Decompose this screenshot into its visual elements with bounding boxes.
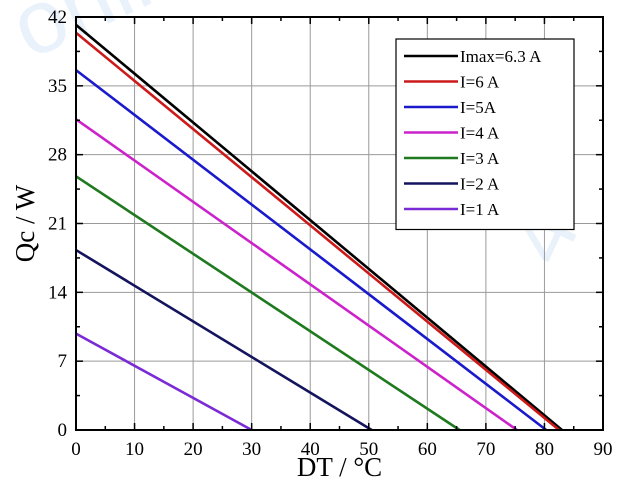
series-line [75, 23, 563, 431]
series-line [75, 248, 373, 432]
legend-label: I=6 A [460, 73, 500, 92]
legend-label: I=4 A [460, 124, 500, 143]
x-tick-label: 80 [535, 439, 554, 460]
legend-label: Imax=6.3 A [460, 47, 542, 66]
x-tick-label: 30 [242, 439, 261, 460]
legend-label: I=3 A [460, 149, 500, 168]
x-axis-title: DT / °C [297, 452, 382, 482]
y-tick-label: 0 [58, 420, 68, 441]
x-tick-label: 10 [125, 439, 144, 460]
y-axis-title: Qc / W [10, 184, 40, 262]
x-tick-label: 70 [476, 439, 495, 460]
legend-label: I=1 A [460, 200, 500, 219]
x-tick-label: 40 [301, 439, 320, 460]
y-tick-label: 35 [48, 76, 67, 97]
svg-text:online: online [0, 0, 256, 78]
x-tick-label: 60 [418, 439, 437, 460]
x-tick-label: 50 [359, 439, 378, 460]
axis-ticks [75, 16, 604, 431]
series-line [75, 69, 547, 432]
y-tick-label: 14 [48, 282, 68, 303]
x-tick-labels: 0 10 20 30 40 50 60 70 80 90 [71, 439, 612, 460]
legend-box [395, 38, 575, 231]
series-line [75, 31, 560, 432]
legend-label: I=2 A [460, 175, 500, 194]
y-tick-label: 21 [48, 214, 67, 235]
series-line [75, 118, 518, 432]
x-tick-label: 90 [594, 439, 613, 460]
y-tick-label: 42 [48, 7, 67, 28]
y-tick-labels: 0 7 14 21 28 35 42 [48, 7, 68, 441]
y-tick-label: 7 [58, 351, 68, 372]
series-line [75, 332, 253, 432]
x-tick-label: 20 [184, 439, 203, 460]
x-tick-label: 0 [71, 439, 81, 460]
legend: Imax=6.3 A I=6 A I=5A I=4 A I=3 A I=2 A I=1 A [395, 38, 575, 231]
legend-label: I=5A [460, 98, 497, 117]
series-line [75, 175, 461, 432]
series-lines [75, 23, 563, 432]
y-tick-label: 28 [48, 145, 67, 166]
